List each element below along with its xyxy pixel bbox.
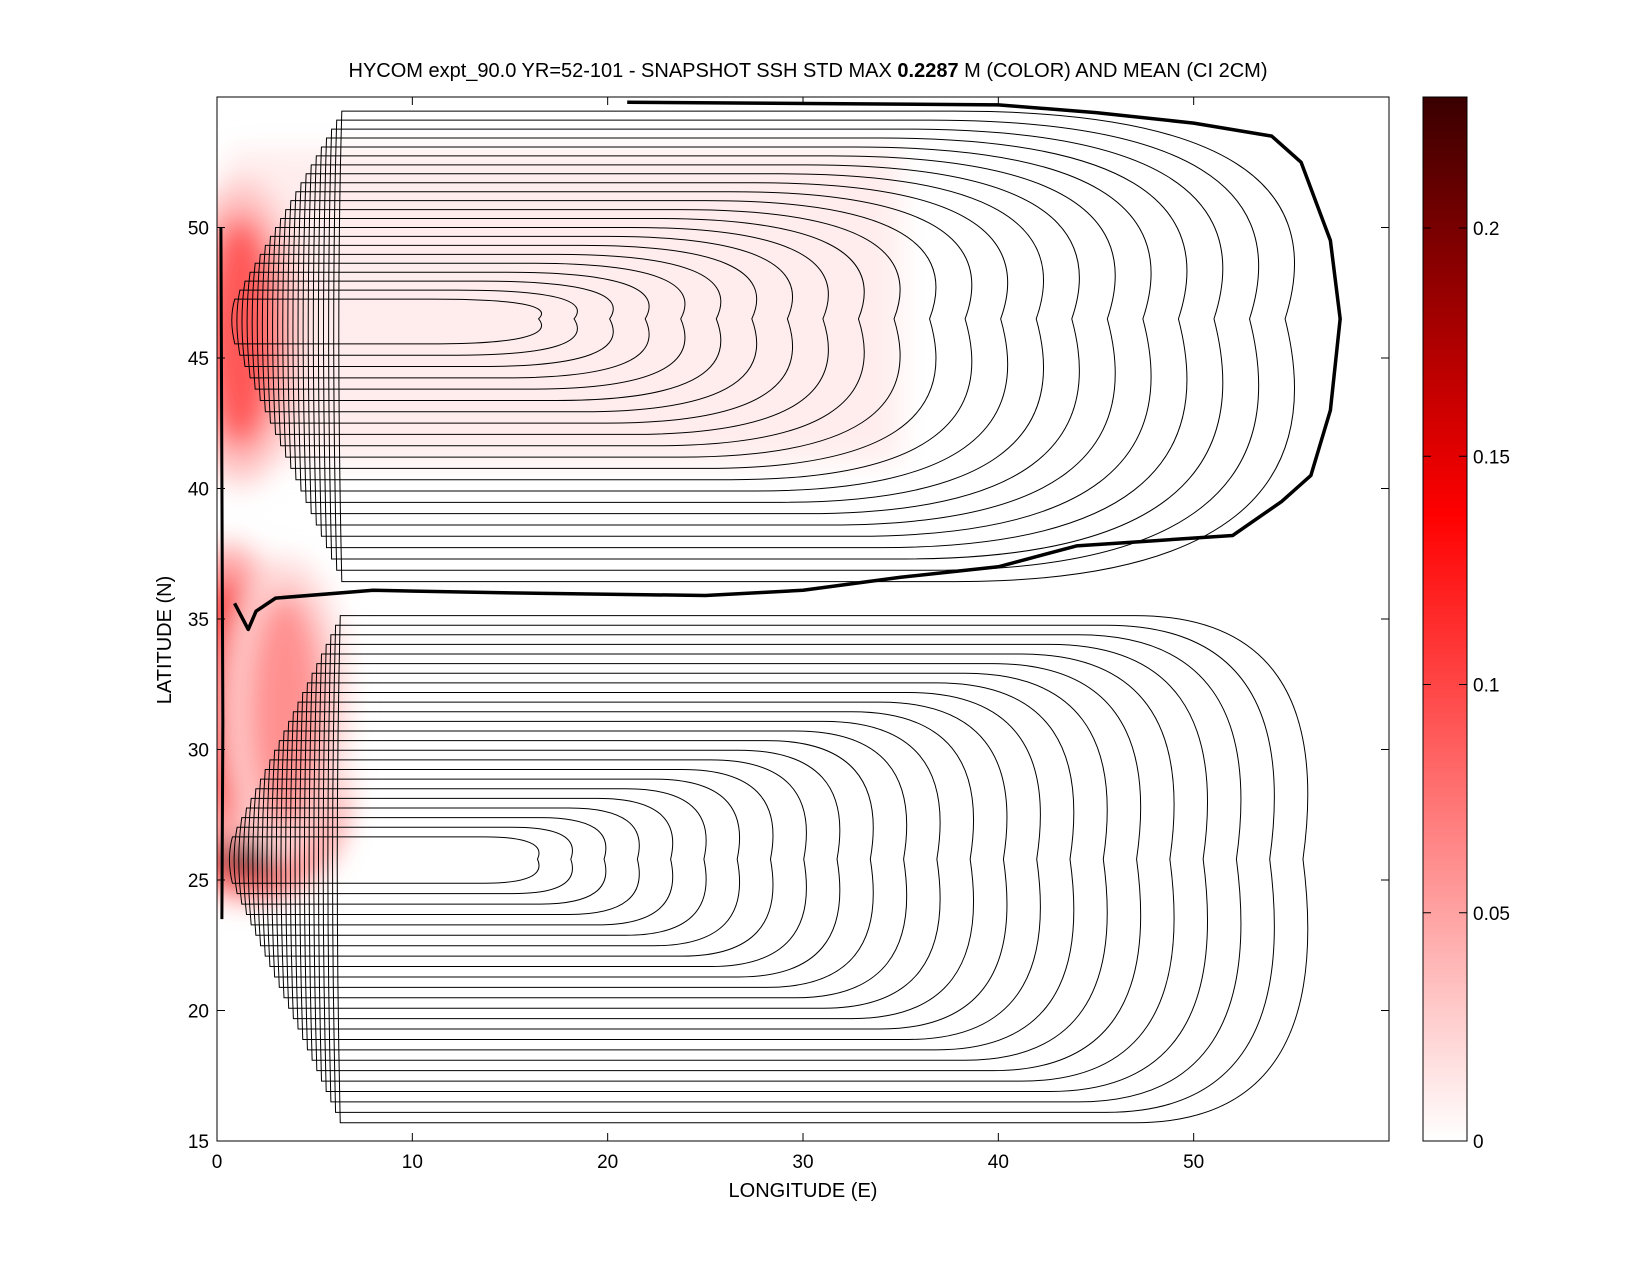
subtropical-contour [299, 692, 1041, 1040]
mean-ssh-contours [219, 100, 1342, 1124]
subtropical-contour [266, 759, 807, 968]
subtropical-contour [271, 749, 841, 978]
x-axis-label: LONGITUDE (E) [729, 1180, 878, 1202]
subtropical-contour [322, 643, 1209, 1093]
subtropical-contour [308, 672, 1108, 1061]
subpolar-contour [266, 235, 793, 424]
title-prefix: HYCOM expt_90.0 YR=52-101 - SNAPSHOT SSH… [349, 60, 898, 82]
subpolar-contour [328, 128, 1224, 560]
x-tick-label: 0 [212, 1152, 223, 1173]
subpolar-contour [251, 262, 686, 390]
colorbar-ticks: 0 0.05 0.1 0.15 0.2 [1423, 219, 1510, 1153]
x-axis: 0 10 20 30 40 50 [212, 97, 1204, 1173]
y-tick-label: 35 [188, 610, 209, 631]
subtropical-contour [332, 624, 1275, 1113]
subpolar-contour [338, 110, 1295, 583]
subpolar-contour [236, 289, 578, 356]
title-max-value: 0.2287 [897, 60, 958, 82]
subpolar-contour [277, 218, 865, 447]
y-tick-label: 45 [188, 349, 209, 370]
subpolar-contour [307, 164, 1080, 515]
subtropical-contour [252, 788, 707, 936]
subpolar-contour [246, 271, 650, 379]
y-tick-label: 50 [188, 219, 209, 240]
subtropical-contour [289, 711, 974, 1020]
subpolar-contour [241, 280, 614, 368]
colorbar-gradient [1422, 96, 1468, 1142]
colorbar-tick-label: 0.15 [1473, 447, 1510, 468]
y-tick-label: 25 [188, 871, 209, 892]
subpolar-contour [231, 298, 542, 345]
subtropical-contour [285, 720, 941, 1009]
x-tick-label: 30 [792, 1152, 813, 1173]
subtropical-contour [336, 615, 1309, 1124]
y-tick-label: 15 [188, 1132, 209, 1153]
subtropical-contour [238, 817, 607, 905]
subpolar-contour [282, 209, 901, 458]
x-tick-label: 40 [988, 1152, 1009, 1173]
subpolar-contour [287, 200, 937, 469]
x-tick-label: 20 [597, 1152, 618, 1173]
subpolar-contour [317, 146, 1152, 537]
subpolar-contour [297, 182, 1009, 492]
colorbar-tick-label: 0.05 [1473, 904, 1510, 925]
western-boundary-contour [219, 227, 225, 920]
subtropical-contour [318, 653, 1175, 1082]
subtropical-contour [327, 634, 1242, 1103]
colorbar-tick-label: 0.2 [1473, 219, 1499, 240]
colorbar: 0 0.05 0.1 0.15 0.2 [1422, 96, 1510, 1153]
subpolar-contour [256, 253, 722, 401]
subpolar-contour [323, 137, 1188, 549]
y-tick-label: 30 [188, 741, 209, 762]
colorbar-tick-label: 0 [1473, 1132, 1484, 1153]
subpolar-contour [272, 226, 829, 435]
subtropical-contour [303, 682, 1075, 1051]
subtropical-contour [261, 768, 774, 957]
subtropical-contour [313, 663, 1142, 1072]
y-tick-label: 20 [188, 1002, 209, 1023]
chart-title: HYCOM expt_90.0 YR=52-101 - SNAPSHOT SSH… [349, 60, 1268, 82]
subpolar-contour [261, 244, 758, 413]
zero-contour [233, 100, 1342, 632]
title-suffix: M (COLOR) AND MEAN (CI 2CM) [959, 60, 1268, 82]
colorbar-tick-label: 0.1 [1473, 676, 1499, 697]
y-axis-label: LATITUDE (N) [154, 576, 176, 705]
plot-area: 0 10 20 30 40 50 15 20 25 30 35 40 45 50 [188, 96, 1390, 1173]
std-maximum-blob [246, 592, 325, 828]
subpolar-contour [312, 155, 1116, 526]
subpolar-contour [292, 191, 973, 481]
subtropical-contour [233, 826, 573, 895]
heatmap-blur-group [217, 149, 901, 899]
subpolar-contour [302, 173, 1045, 503]
x-tick-label: 50 [1183, 1152, 1204, 1173]
subtropical-contour [294, 701, 1008, 1030]
subtropical-contour [275, 740, 874, 988]
subtropical-contour [228, 836, 540, 884]
y-tick-label: 40 [188, 480, 209, 501]
subtropical-contour [247, 797, 674, 926]
subtropical-contour [257, 778, 741, 947]
ssh-std-heatmap [217, 149, 901, 899]
subtropical-contour [243, 807, 640, 915]
heatmap-background-wash [226, 149, 901, 463]
subtropical-contour [280, 730, 908, 999]
y-axis: 15 20 25 30 35 40 45 50 [188, 219, 1389, 1153]
x-tick-label: 10 [402, 1152, 423, 1173]
subpolar-contour [333, 119, 1260, 571]
